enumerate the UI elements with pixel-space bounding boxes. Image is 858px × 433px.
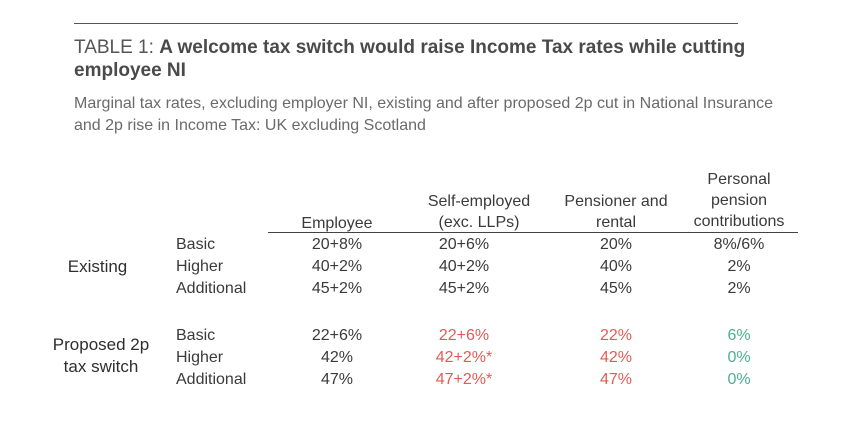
col-header-personal-pension: Personal pension contributions xyxy=(674,169,804,232)
row-label-existing-basic: Basic xyxy=(176,236,216,253)
cell-proposed-additional-pension: 0% xyxy=(727,371,751,388)
cell-proposed-basic-self-employed: 22+6% xyxy=(438,327,490,344)
cell-existing-basic-pensioner: 20% xyxy=(599,236,633,253)
col-header-pensioner-line1: Pensioner and xyxy=(564,193,668,210)
group-label-proposed: Proposed 2p tax switch xyxy=(40,334,162,378)
col-header-pension-line2: pension xyxy=(710,192,768,209)
group-label-existing: Existing xyxy=(67,257,128,276)
table-title: TABLE 1: A welcome tax switch would rais… xyxy=(74,36,774,82)
cell-existing-additional-pension: 2% xyxy=(727,280,751,297)
row-label-existing-higher: Higher xyxy=(176,258,224,275)
row-label-existing-additional: Additional xyxy=(176,280,247,297)
cell-existing-basic-employee: 20+8% xyxy=(311,236,363,253)
cell-proposed-higher-pensioner: 42% xyxy=(599,349,633,366)
cell-existing-additional-self-employed: 45+2% xyxy=(438,280,490,297)
cell-proposed-additional-self-employed: 47+2%* xyxy=(435,371,493,388)
cell-proposed-higher-pension: 0% xyxy=(727,349,751,366)
cell-existing-basic-pension: 8%/6% xyxy=(713,236,765,253)
cell-existing-basic-self-employed: 20+6% xyxy=(438,236,490,253)
col-header-self-employed-line1: Self-employed xyxy=(427,193,531,210)
cell-proposed-basic-pensioner: 22% xyxy=(599,327,633,344)
group-label-proposed-line2: tax switch xyxy=(63,357,139,376)
cell-existing-higher-pensioner: 40% xyxy=(599,258,633,275)
cell-proposed-higher-employee: 42% xyxy=(320,349,354,366)
top-rule xyxy=(74,23,738,24)
cell-proposed-additional-employee: 47% xyxy=(320,371,354,388)
table-title-main: A welcome tax switch would raise Income … xyxy=(74,37,746,81)
cell-existing-additional-employee: 45+2% xyxy=(311,280,363,297)
group-label-proposed-line1: Proposed 2p xyxy=(52,335,150,354)
table-title-prefix: TABLE 1: xyxy=(74,37,160,58)
cell-proposed-basic-pension: 6% xyxy=(727,327,751,344)
header-rule xyxy=(268,232,798,233)
cell-proposed-additional-pensioner: 47% xyxy=(599,371,633,388)
cell-proposed-basic-employee: 22+6% xyxy=(311,327,363,344)
cell-proposed-higher-self-employed: 42+2%* xyxy=(435,349,493,366)
col-header-self-employed-line2: (exc. LLPs) xyxy=(438,214,520,231)
col-header-self-employed: Self-employed (exc. LLPs) xyxy=(404,191,554,233)
table-subtitle: Marginal tax rates, excluding employer N… xyxy=(74,95,774,134)
row-label-proposed-additional: Additional xyxy=(176,371,247,388)
col-header-pensioner: Pensioner and rental xyxy=(546,191,686,233)
col-header-pension-line1: Personal xyxy=(707,171,771,188)
cell-existing-higher-pension: 2% xyxy=(727,258,751,275)
cell-existing-higher-self-employed: 40+2% xyxy=(438,258,490,275)
cell-existing-higher-employee: 40+2% xyxy=(311,258,363,275)
row-label-proposed-higher: Higher xyxy=(176,349,224,366)
col-header-pension-line3: contributions xyxy=(693,213,785,230)
cell-existing-additional-pensioner: 45% xyxy=(599,280,633,297)
col-header-pensioner-line2: rental xyxy=(595,214,637,231)
row-label-proposed-basic: Basic xyxy=(176,327,216,344)
col-header-employee: Employee xyxy=(301,215,373,232)
